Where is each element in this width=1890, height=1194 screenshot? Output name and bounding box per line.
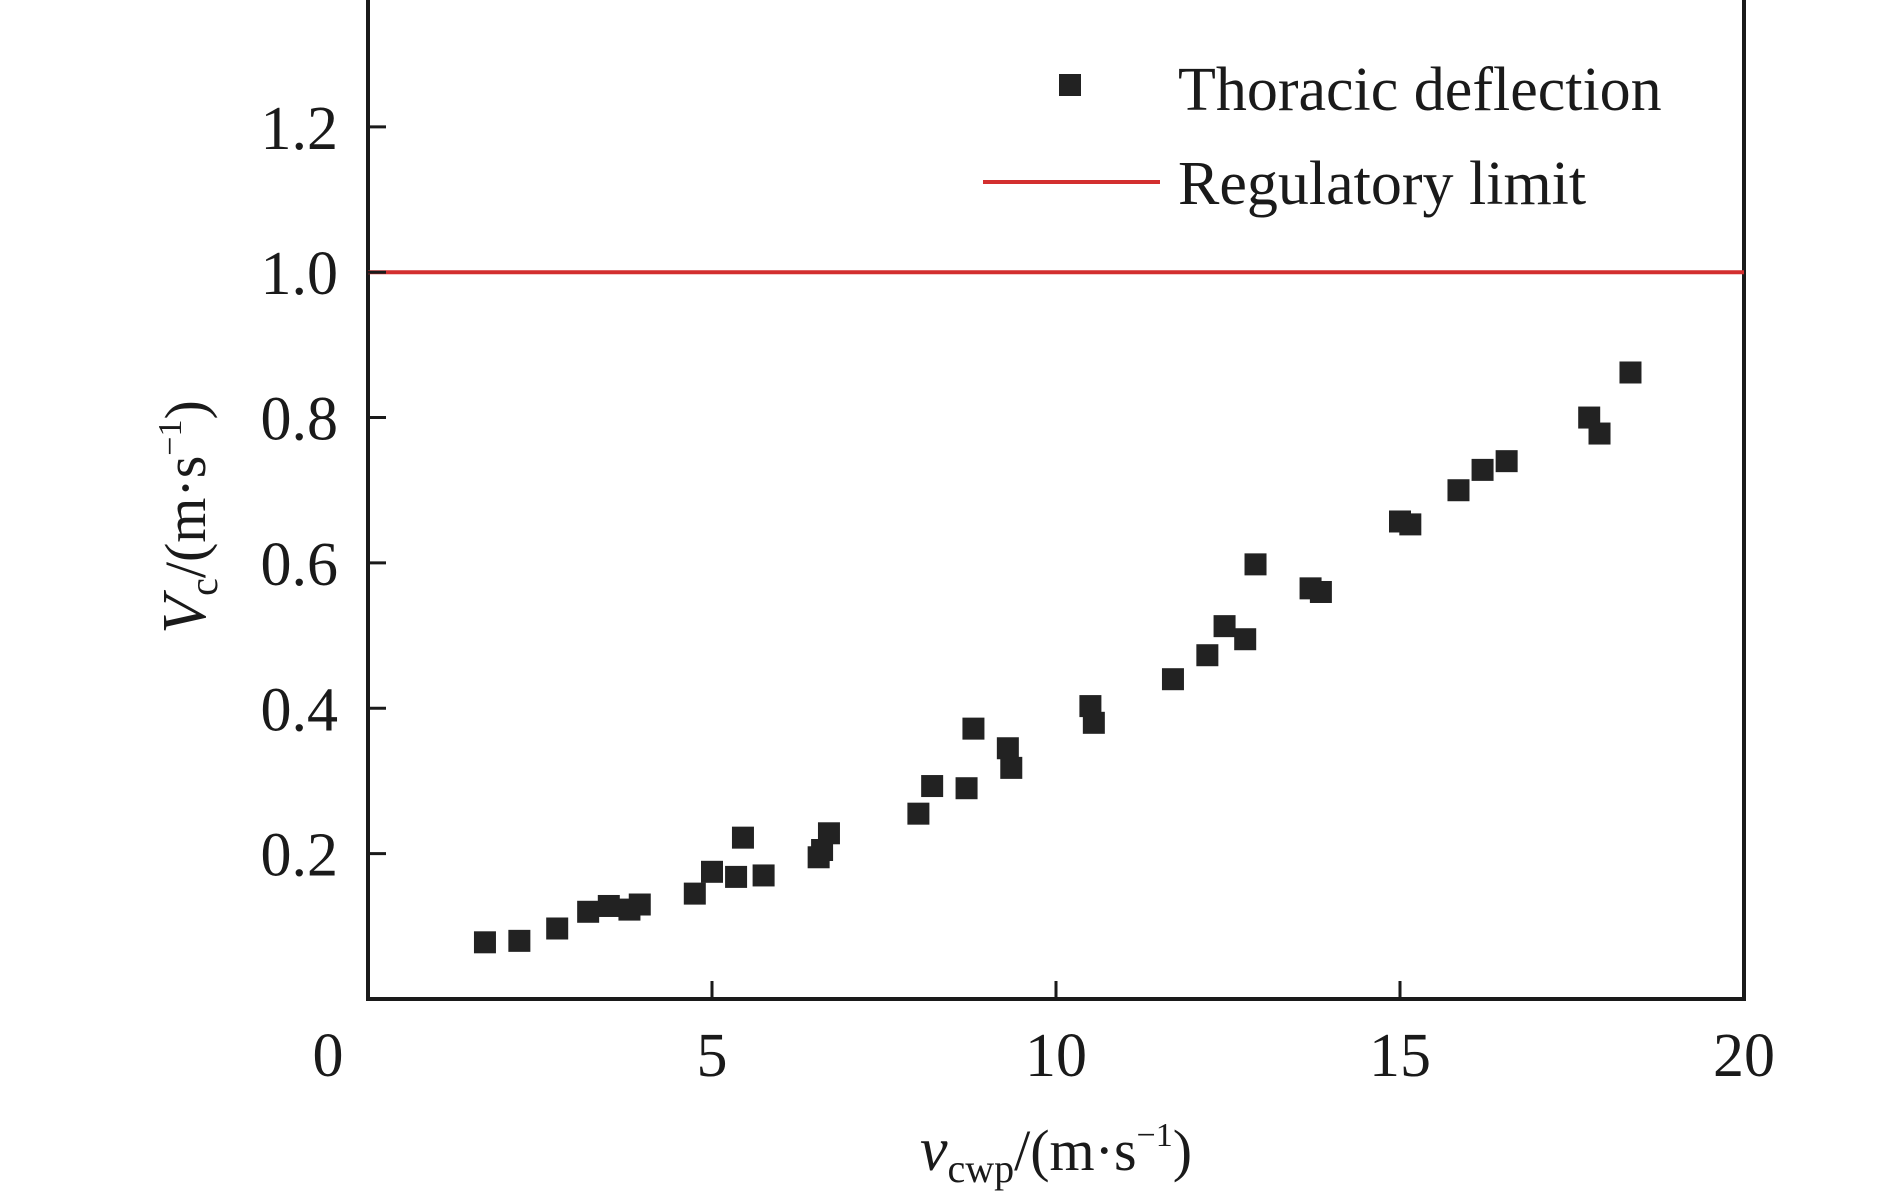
x-tick-label: 10: [1025, 1022, 1087, 1090]
legend-label-regulatory: Regulatory limit: [1178, 150, 1586, 218]
y-tick-label: 0.6: [261, 531, 339, 599]
y-axis-label: Vc/(m·s−1): [151, 400, 226, 634]
data-point: [907, 802, 930, 825]
data-point: [811, 839, 834, 862]
x-tick-label: 0: [313, 1022, 344, 1090]
data-point: [701, 860, 723, 883]
x-tick-label: 20: [1713, 1022, 1775, 1090]
legend-label-thoracic: Thoracic deflection: [1178, 56, 1662, 124]
data-point: [1495, 450, 1518, 473]
data-point: [577, 900, 600, 923]
data-point: [962, 717, 985, 740]
data-point: [1161, 668, 1184, 691]
data-point: [1213, 615, 1236, 638]
data-point: [1619, 361, 1642, 384]
data-point: [1471, 458, 1494, 481]
data-point: [725, 865, 748, 888]
y-tick-label: 0.4: [261, 676, 339, 744]
data-point: [1000, 756, 1023, 779]
legend: Thoracic deflection Regulatory limit: [983, 56, 1662, 218]
data-point: [1244, 553, 1267, 576]
data-point: [1234, 628, 1257, 651]
data-point: [1196, 644, 1219, 667]
data-point: [1082, 711, 1105, 734]
x-axis-label: vcwp/(m·s−1): [920, 1116, 1192, 1191]
data-point: [996, 737, 1019, 760]
data-point: [597, 894, 620, 917]
data-point: [1399, 513, 1422, 536]
data-point: [752, 864, 775, 887]
data-point: [508, 929, 531, 952]
y-axis-ticks: 0.2 0.4 0.6 0.8 1.0 1.2: [261, 95, 386, 890]
x-axis-ticks: 0 5 10 15 20: [313, 981, 1775, 1090]
y-tick-label: 0.2: [261, 822, 339, 890]
data-points: [473, 361, 1642, 954]
data-point: [955, 777, 978, 800]
y-tick-label: 0.8: [261, 386, 339, 454]
y-tick-label: 1.2: [261, 95, 339, 163]
data-point: [546, 917, 569, 940]
legend-marker-square: [1059, 74, 1081, 96]
data-point: [628, 893, 651, 916]
data-point: [817, 822, 840, 845]
data-point: [1447, 479, 1470, 502]
data-point: [921, 775, 944, 798]
data-point: [473, 931, 496, 954]
data-point: [683, 882, 706, 905]
x-tick-label: 15: [1369, 1022, 1431, 1090]
y-tick-label: 1.0: [261, 240, 339, 308]
data-point: [1079, 695, 1102, 718]
data-point: [731, 826, 754, 849]
data-point: [1588, 422, 1611, 445]
data-point: [1309, 580, 1332, 603]
x-tick-label: 5: [697, 1022, 728, 1090]
